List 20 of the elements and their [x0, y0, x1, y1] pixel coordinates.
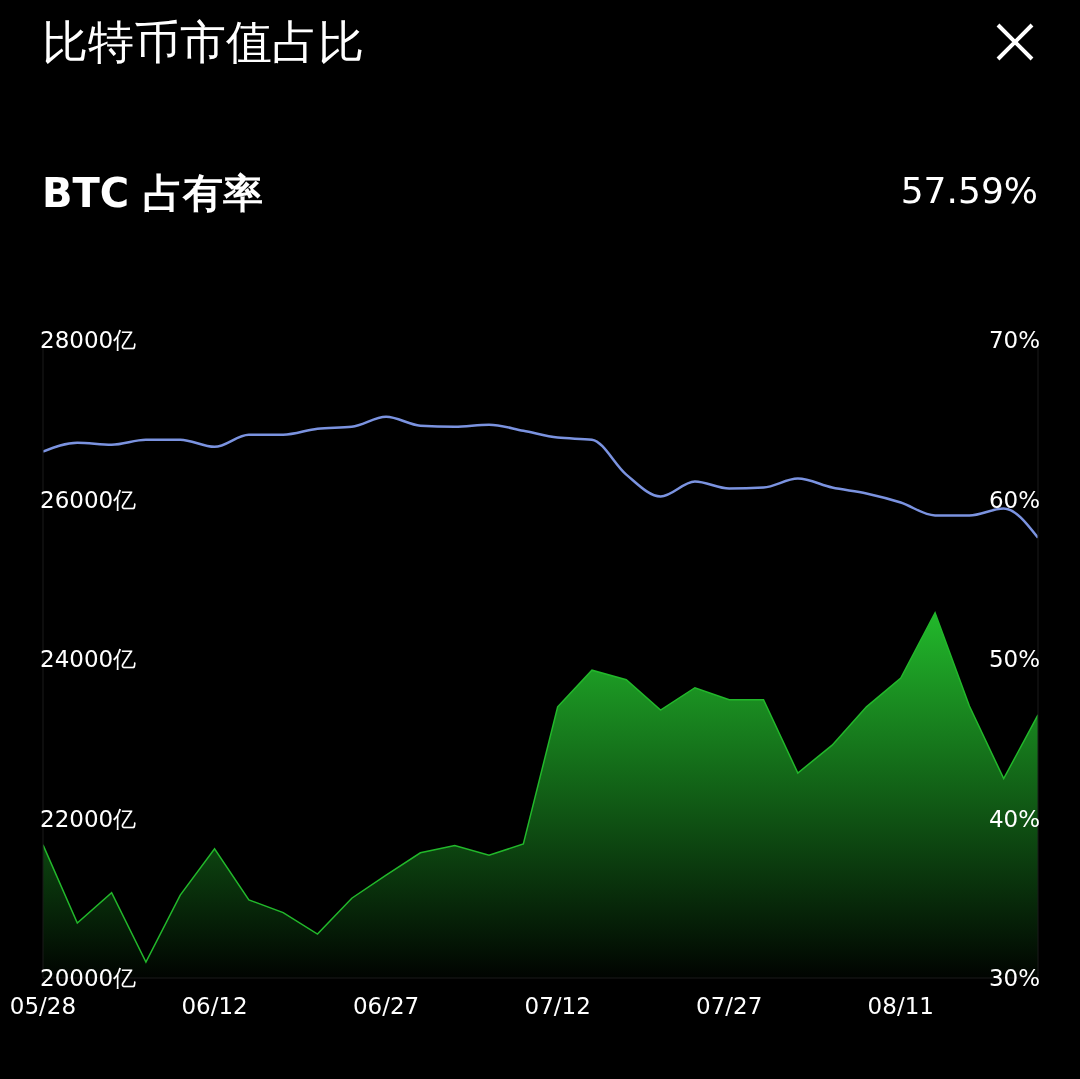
line-series: [43, 415, 1038, 540]
y-tick-label: 28000亿: [40, 327, 137, 353]
y-tick-label: 26000亿: [40, 486, 137, 513]
y2-tick-label: 70%: [988, 327, 1040, 353]
text: 57.59%: [900, 170, 1038, 211]
y2-tick-label: 40%: [988, 805, 1040, 832]
y2-tick-label: 50%: [988, 646, 1040, 672]
x-tick-label: 07/12: [524, 993, 591, 1019]
x-tick-label: 08/11: [867, 993, 934, 1019]
x-tick-label: 07/27: [696, 993, 763, 1019]
y2-tick-label: 30%: [988, 965, 1040, 991]
chart-subtitle: BTC 占有率: [42, 169, 264, 218]
x-tick-label: 06/27: [352, 993, 420, 1019]
chart-title: 比特币市值占比: [42, 14, 364, 71]
y-tick-label: 24000亿: [40, 646, 137, 672]
y2-tick-label: 60%: [988, 486, 1040, 513]
y-tick-label: 22000亿: [40, 805, 137, 832]
y-tick-label: 20000亿: [40, 965, 137, 991]
x-tick-label: 06/12: [181, 993, 248, 1019]
x-tick-label: 05/28: [9, 993, 77, 1019]
